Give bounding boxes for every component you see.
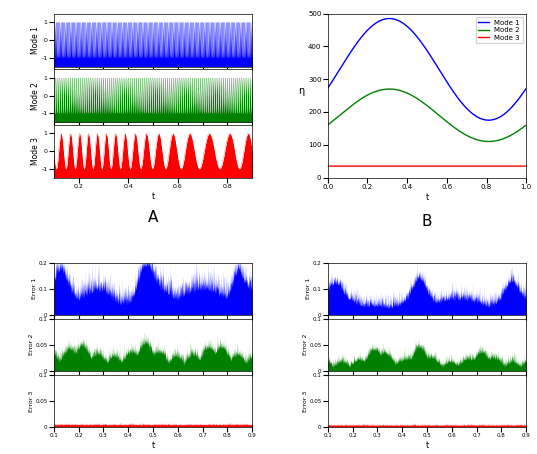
Mode 2: [408, 92, 415, 98]
Mode 1: [517, 94, 524, 99]
Mode 1: [419, 41, 425, 46]
Mode 1: [485, 118, 492, 123]
Y-axis label: Error 3: Error 3: [303, 390, 308, 411]
Mode 1: [386, 16, 393, 21]
Text: B: B: [422, 214, 432, 229]
Mode 2: [386, 86, 393, 92]
Mode 1: [408, 27, 415, 33]
Y-axis label: Error 1: Error 1: [32, 278, 37, 299]
Mode 2: [419, 99, 425, 104]
Mode 3: [469, 163, 475, 169]
Line: Mode 2: Mode 2: [328, 89, 526, 142]
Y-axis label: Error 2: Error 2: [29, 334, 34, 355]
Mode 3: [523, 163, 529, 169]
Mode 2: [324, 122, 331, 128]
Y-axis label: Error 3: Error 3: [29, 390, 34, 411]
Mode 3: [410, 163, 416, 169]
Mode 1: [324, 85, 331, 91]
Mode 1: [469, 110, 475, 116]
X-axis label: t: t: [425, 192, 429, 202]
Mode 2: [485, 139, 492, 144]
Mode 2: [507, 133, 513, 138]
Text: A: A: [148, 210, 158, 225]
Y-axis label: Mode 2: Mode 2: [31, 82, 40, 109]
Legend: Mode 1, Mode 2, Mode 3: Mode 1, Mode 2, Mode 3: [476, 17, 523, 44]
X-axis label: t: t: [151, 441, 155, 450]
Mode 1: [523, 85, 529, 91]
Mode 1: [507, 106, 513, 111]
Mode 3: [324, 163, 331, 169]
Y-axis label: η: η: [298, 86, 304, 96]
X-axis label: t: t: [425, 441, 429, 450]
Line: Mode 1: Mode 1: [328, 19, 526, 120]
X-axis label: t: t: [151, 192, 155, 201]
Mode 3: [507, 163, 513, 169]
Y-axis label: Mode 3: Mode 3: [31, 137, 40, 165]
Mode 2: [410, 93, 416, 99]
Mode 2: [517, 127, 524, 132]
Mode 2: [523, 122, 529, 128]
Mode 1: [410, 29, 416, 35]
Y-axis label: Mode 1: Mode 1: [31, 26, 40, 54]
Y-axis label: Error 1: Error 1: [306, 278, 311, 299]
Mode 3: [517, 163, 524, 169]
Mode 2: [469, 135, 475, 141]
Mode 3: [408, 163, 415, 169]
Mode 3: [419, 163, 425, 169]
Y-axis label: Error 2: Error 2: [303, 334, 308, 355]
